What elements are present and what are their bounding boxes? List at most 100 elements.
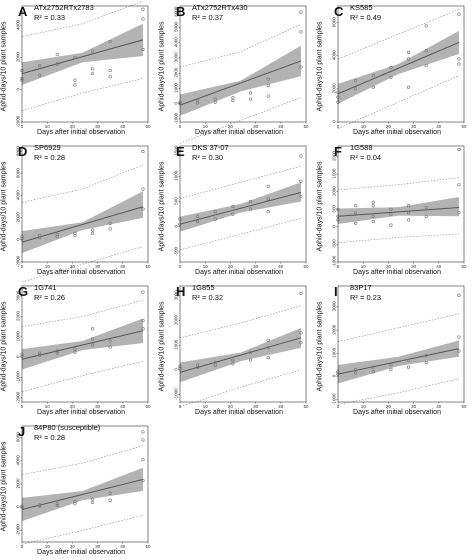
x-tick-label: 20	[70, 124, 76, 129]
data-point	[406, 57, 411, 61]
data-point	[196, 220, 200, 224]
y-tick-label: 2000	[16, 311, 21, 322]
y-tick-label: 2000	[332, 83, 337, 94]
x-tick-label: 20	[70, 544, 76, 549]
data-point	[213, 97, 217, 101]
data-point	[73, 350, 77, 354]
y-tick-label: -500	[332, 239, 337, 249]
genotype-name: 1G855	[192, 283, 215, 292]
y-tick-label: 1000	[174, 82, 179, 93]
y-tick-label: 4000	[16, 190, 21, 201]
data-point	[457, 349, 461, 353]
x-tick-label: 30	[95, 264, 101, 269]
confidence-band	[22, 318, 143, 370]
y-axis-label: Aphid-days/10 plant samples	[157, 148, 167, 264]
r-squared: R² = 0.30	[192, 153, 224, 162]
data-point	[73, 78, 77, 82]
x-tick-label: 20	[228, 264, 234, 269]
x-tick-label: 20	[70, 404, 76, 409]
x-axis-label: Days after initial observation	[37, 549, 125, 556]
data-point	[299, 194, 303, 199]
data-point	[266, 197, 270, 201]
data-point	[266, 346, 270, 350]
data-point	[90, 228, 95, 232]
data-point	[141, 478, 145, 483]
prediction-interval-lower	[179, 97, 302, 144]
data-point	[231, 358, 235, 362]
x-tick-label: 50	[303, 124, 309, 129]
data-point	[90, 337, 95, 341]
x-tick-label: 30	[95, 404, 101, 409]
y-axis-label: Aphid-days/10 plant samples	[315, 148, 325, 264]
data-point	[55, 503, 59, 508]
data-point	[213, 209, 217, 214]
prediction-interval-upper	[337, 9, 460, 60]
y-tick-label: 5000	[174, 21, 179, 32]
x-tick-label: 0	[21, 544, 24, 549]
data-point	[141, 47, 145, 52]
y-axis-label-text: Aphid-days/10 plant samples	[0, 21, 8, 111]
x-tick-label: 10	[361, 404, 367, 409]
data-point	[38, 236, 42, 240]
data-point	[90, 343, 95, 347]
data-point	[231, 99, 235, 103]
data-point	[196, 99, 200, 103]
x-tick-label: 50	[461, 404, 467, 409]
data-point	[213, 360, 217, 365]
data-point	[90, 327, 95, 331]
x-tick-label: 30	[411, 264, 417, 269]
prediction-interval-lower	[21, 78, 144, 112]
y-tick-label: 3000	[332, 301, 337, 312]
data-point	[108, 339, 112, 343]
trend-line	[21, 206, 144, 243]
r-squared: R² = 0.28	[34, 433, 66, 442]
chart-panel-a: -2000 0 2000 4000 0 10 20 30 40 50 Aphid-days/10 p…	[0, 0, 151, 140]
data-point	[90, 72, 95, 76]
genotype-name: 1G741	[34, 283, 57, 292]
genotype-name: 1G588	[350, 143, 373, 152]
y-tick-label: 1000	[332, 186, 337, 197]
data-point	[231, 95, 235, 100]
x-tick-label: 40	[120, 404, 126, 409]
data-point	[108, 491, 112, 495]
x-tick-label: 20	[386, 264, 392, 269]
data-point	[55, 234, 59, 239]
y-tick-label: -500	[174, 246, 179, 256]
x-tick-label: 0	[21, 124, 24, 129]
data-point	[406, 85, 411, 89]
y-tick-label: 3000	[174, 52, 179, 63]
y-tick-label: 1500	[332, 168, 337, 179]
x-tick-label: 0	[179, 404, 182, 409]
chart-panel-h: -1000 0 1000 2000 3000 0 10 20 30 40 50 Aphid-days/…	[158, 280, 309, 420]
plot-frame	[179, 5, 307, 123]
y-tick-label: -1000	[174, 388, 179, 400]
x-axis-label: Days after initial observation	[37, 409, 125, 416]
x-tick-label: 10	[203, 124, 209, 129]
r-squared: R² = 0.32	[192, 293, 224, 302]
chart-svg: -2000 0 2000 4000 6000 0 10 20 30 40 50	[16, 425, 151, 549]
x-tick-label: 50	[303, 264, 309, 269]
data-point	[248, 207, 253, 211]
data-point	[371, 365, 375, 369]
data-point	[457, 293, 461, 297]
data-point	[141, 207, 145, 211]
data-point	[266, 184, 270, 188]
data-point	[424, 24, 428, 28]
plot-frame	[21, 285, 149, 403]
data-point	[55, 502, 59, 506]
y-tick-label: -1000	[16, 371, 21, 383]
chart-panel-c: 0 2000 4000 6000 0 10 20 30 40 50 Aphid-days/10 pl…	[316, 0, 467, 140]
x-tick-label: 40	[436, 124, 442, 129]
data-point	[354, 78, 358, 83]
data-point	[248, 91, 253, 95]
y-tick-label: 2000	[332, 151, 337, 162]
y-tick-label: 4000	[332, 50, 337, 61]
y-tick-label: -2000	[16, 391, 21, 403]
data-point	[108, 39, 112, 44]
data-point	[141, 318, 145, 323]
y-axis-label: Aphid-days/10 plant samples	[0, 148, 9, 264]
data-point	[457, 147, 461, 152]
